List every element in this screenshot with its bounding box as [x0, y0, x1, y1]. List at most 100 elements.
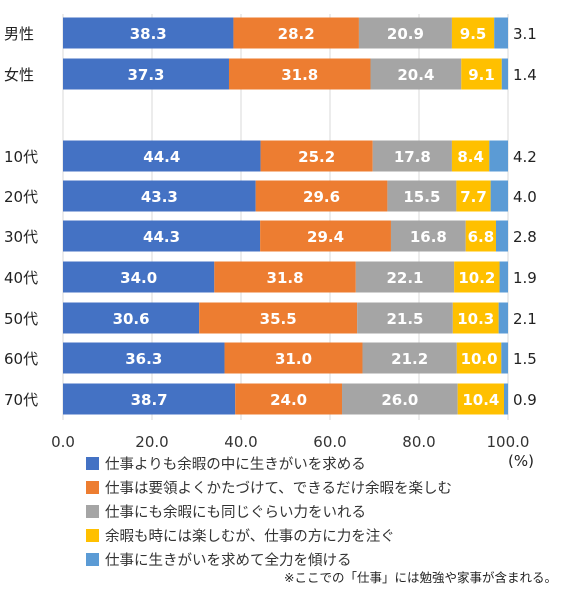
bar-segment-r5-s1 — [63, 220, 261, 252]
data-label-r9-s2: 24.0 — [270, 391, 307, 409]
data-label-r5-s1: 44.3 — [143, 228, 180, 246]
data-label-r4-s4: 7.7 — [460, 188, 487, 206]
data-label-r7-s5: 2.1 — [513, 310, 537, 328]
legend-swatch-1 — [86, 456, 99, 470]
bar-segment-r4-s1 — [63, 180, 256, 212]
data-label-r3-s2: 25.2 — [298, 148, 335, 166]
bar-segment-r8-s4 — [456, 342, 502, 374]
bar-segment-r5-s4 — [465, 220, 496, 252]
category-label-4: 20代 — [4, 188, 38, 206]
bar-segment-r9-s2 — [235, 383, 343, 415]
bar-segment-r2-s4 — [461, 58, 502, 90]
data-label-r3-s3: 17.8 — [394, 148, 431, 166]
data-label-r8-s4: 10.0 — [461, 350, 498, 368]
data-label-r2-s2: 31.8 — [281, 66, 318, 84]
bar-segment-r7-s3 — [357, 302, 453, 334]
bar-segment-r1-s4 — [451, 17, 495, 49]
bar-segment-r2-s2 — [228, 58, 371, 90]
data-label-r7-s2: 35.5 — [260, 310, 297, 328]
bar-segment-r7-s4 — [452, 302, 499, 334]
data-label-r9-s1: 38.7 — [131, 391, 168, 409]
data-label-r1-s5: 3.1 — [513, 25, 537, 43]
bar-segment-r4-s2 — [255, 180, 388, 212]
legend-swatch-2 — [86, 480, 99, 494]
legend-label-1: 仕事よりも余暇の中に生きがいを求める — [105, 456, 366, 473]
bar-segment-r2-s5 — [501, 58, 508, 90]
category-label-6: 40代 — [4, 269, 38, 287]
legend-item-1: 仕事よりも余暇の中に生きがいを求める — [86, 451, 452, 475]
bar-segment-r7-s1 — [63, 302, 200, 334]
data-label-r9-s5: 0.9 — [513, 391, 537, 409]
bar-segment-r5-s3 — [390, 220, 466, 252]
data-label-r1-s3: 20.9 — [387, 25, 424, 43]
legend-swatch-4 — [86, 528, 99, 542]
bar-segment-r4-s4 — [456, 180, 491, 212]
legend-label-3: 仕事にも余暇にも同じぐらい力をいれる — [105, 504, 366, 521]
bar-segment-r4-s5 — [490, 180, 508, 212]
data-label-r9-s4: 10.4 — [462, 391, 499, 409]
x-tick-label-1: 20.0 — [135, 433, 168, 451]
data-label-r5-s4: 6.8 — [468, 228, 495, 246]
category-label-8: 60代 — [4, 350, 38, 368]
bar-segment-r6-s2 — [214, 261, 356, 293]
data-label-r5-s3: 16.8 — [410, 228, 447, 246]
x-tick-label-5: 100.0 — [487, 433, 530, 451]
data-label-r8-s1: 36.3 — [125, 350, 162, 368]
legend-item-3: 仕事にも余暇にも同じぐらい力をいれる — [86, 499, 452, 523]
bar-segment-r1-s2 — [233, 17, 359, 49]
bar-segment-r4-s3 — [387, 180, 457, 212]
data-label-r6-s4: 10.2 — [458, 269, 495, 287]
bar-segment-r1-s3 — [358, 17, 452, 49]
data-label-r3-s4: 8.4 — [457, 148, 484, 166]
footnote: ※ここでの「仕事」には勉強や家事が含まれる。 — [284, 570, 557, 585]
data-label-r2-s5: 1.4 — [513, 66, 537, 84]
category-label-2: 女性 — [4, 66, 34, 84]
bar-segment-r9-s3 — [342, 383, 458, 415]
category-label-3: 10代 — [4, 148, 38, 166]
bar-segment-r7-s5 — [498, 302, 508, 334]
bar-segment-r9-s5 — [503, 383, 508, 415]
data-label-r4-s5: 4.0 — [513, 188, 537, 206]
bar-segment-r3-s4 — [451, 140, 490, 172]
data-label-r7-s3: 21.5 — [386, 310, 423, 328]
data-label-r2-s3: 20.4 — [397, 66, 434, 84]
legend-item-4: 余暇も時には楽しむが、仕事の方に力を注ぐ — [86, 523, 452, 547]
bar-segment-r8-s2 — [224, 342, 363, 374]
data-label-r4-s1: 43.3 — [141, 188, 178, 206]
bar-segment-r9-s1 — [63, 383, 236, 415]
legend-item-5: 仕事に生きがいを求めて全力を傾ける — [86, 547, 452, 571]
data-label-r2-s1: 37.3 — [127, 66, 164, 84]
data-label-r6-s3: 22.1 — [386, 269, 423, 287]
legend-label-5: 仕事に生きがいを求めて全力を傾ける — [105, 552, 352, 569]
bar-segment-r1-s5 — [494, 17, 508, 49]
data-label-r8-s3: 21.2 — [391, 350, 428, 368]
data-label-r3-s5: 4.2 — [513, 148, 537, 166]
bar-segment-r3-s3 — [372, 140, 452, 172]
x-tick-label-0: 0.0 — [51, 433, 75, 451]
bar-segment-r8-s1 — [63, 342, 225, 374]
data-label-r7-s4: 10.3 — [457, 310, 494, 328]
bar-segment-r8-s3 — [362, 342, 457, 374]
data-label-r6-s5: 1.9 — [513, 269, 537, 287]
bar-segment-r5-s5 — [495, 220, 508, 252]
data-label-r1-s2: 28.2 — [278, 25, 315, 43]
category-label-5: 30代 — [4, 228, 38, 246]
data-label-r6-s1: 34.0 — [120, 269, 157, 287]
bar-segment-r2-s1 — [63, 58, 229, 90]
data-label-r1-s1: 38.3 — [130, 25, 167, 43]
bar-segment-r6-s4 — [454, 261, 500, 293]
legend-swatch-3 — [86, 504, 99, 518]
bar-segment-r3-s1 — [63, 140, 261, 172]
bar-segment-r1-s1 — [63, 17, 234, 49]
x-tick-label-3: 60.0 — [313, 433, 346, 451]
data-label-r7-s1: 30.6 — [113, 310, 150, 328]
data-label-r4-s3: 15.5 — [403, 188, 440, 206]
data-label-r3-s1: 44.4 — [143, 148, 180, 166]
data-label-r8-s5: 1.5 — [513, 350, 537, 368]
data-label-r5-s5: 2.8 — [513, 228, 537, 246]
data-label-r6-s2: 31.8 — [267, 269, 304, 287]
legend-label-4: 余暇も時には楽しむが、仕事の方に力を注ぐ — [105, 528, 395, 545]
bar-segment-r5-s2 — [260, 220, 391, 252]
data-label-r1-s4: 9.5 — [460, 25, 487, 43]
